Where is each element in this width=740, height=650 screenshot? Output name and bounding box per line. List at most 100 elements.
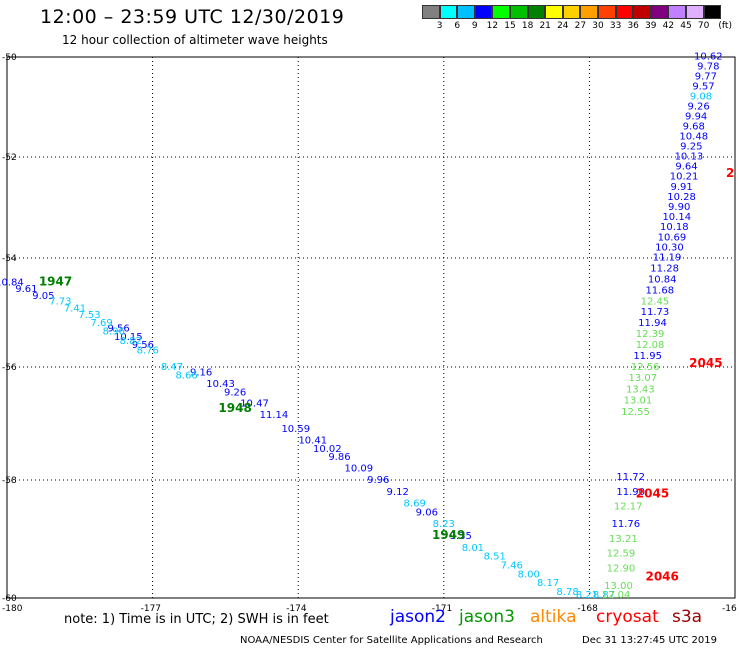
map-note: note: 1) Time is in UTC; 2) SWH is in fe…: [64, 612, 329, 627]
wave-height-value: 9.91: [670, 182, 692, 193]
legend-tick-label: 36: [627, 21, 639, 31]
legend-swatch: [474, 5, 493, 19]
wave-height-value: 9.56: [107, 324, 129, 335]
wave-height-value: 8.23: [433, 519, 455, 530]
wave-height-value: 10.48: [679, 132, 708, 143]
wave-height-value: 10.84: [0, 277, 24, 288]
wave-height-value: 11.73: [641, 307, 670, 318]
wave-height-value: 9.64: [675, 162, 697, 173]
wave-height-value: 10.09: [345, 464, 374, 475]
latitude-label: -54: [2, 254, 17, 264]
wave-height-value: 9.94: [685, 112, 707, 123]
wave-height-value: 12.59: [607, 549, 636, 560]
wave-height-value: 8.01: [462, 543, 484, 554]
legend-tick-label: 21: [539, 21, 551, 31]
wave-height-value: 11.95: [633, 351, 662, 362]
wave-height-value: 11.19: [653, 253, 682, 264]
pass-time-label: 1949: [432, 528, 465, 542]
satellite-jason2: jason2: [390, 607, 446, 627]
legend-swatch: [545, 5, 563, 19]
wave-height-value: 9.35: [450, 531, 472, 542]
latitude-label: -60: [2, 594, 17, 604]
wave-height-value: 9.56: [132, 340, 154, 351]
wave-height-value: 8.47: [161, 362, 183, 373]
wave-height-value: 8.17: [537, 578, 559, 589]
generation-timestamp: Dec 31 13:27:45 UTC 2019: [582, 635, 717, 646]
wave-height-value: 9.61: [15, 284, 37, 295]
legend-swatch: [668, 5, 686, 19]
wave-height-value: 11.94: [638, 318, 667, 329]
wave-height-value: 13.21: [609, 534, 638, 545]
legend-swatch: [685, 5, 704, 19]
pass-time-label: 1948: [218, 401, 251, 415]
pass-time-label: 2046: [645, 569, 678, 583]
wave-height-value: 10.18: [660, 222, 689, 233]
legend-tick-label: 18: [521, 21, 534, 31]
wave-height-value: 12.90: [607, 563, 636, 574]
legend-tick-label: 30: [592, 21, 604, 31]
pass-time-label: 2045: [636, 487, 669, 501]
wave-height-value: 10.69: [658, 232, 687, 243]
legend-swatch: [492, 5, 510, 19]
wave-height-value: 10.13: [675, 152, 704, 163]
legend-tick-label: 12: [486, 21, 499, 31]
wave-height-value: 9.05: [32, 291, 54, 302]
wave-height-value: 12.45: [641, 296, 670, 307]
wave-height-value: 8.76: [137, 345, 159, 356]
wave-height-value: 7.53: [78, 310, 100, 321]
track-jason3: 7.737.417.537.698.968.828.768.478.66 8.69…: [49, 92, 712, 602]
wave-height-value: 13.01: [624, 396, 653, 407]
wave-height-value: 9.26: [687, 102, 709, 113]
wave-height-value: 9.90: [668, 202, 690, 213]
map-title: 12:00 – 23:59 UTC 12/30/2019: [40, 6, 345, 28]
wave-height-value: 9.78: [697, 62, 719, 73]
map-subtitle: 12 hour collection of altimeter wave hei…: [62, 33, 328, 47]
wave-height-value: 12.17: [614, 502, 643, 513]
legend-swatch: [509, 5, 528, 19]
wave-height-value: 8.66: [175, 370, 197, 381]
satellite-jason3: jason3: [459, 607, 515, 627]
wave-height-value: 11.28: [650, 264, 679, 275]
latitude-label: -56: [2, 363, 17, 373]
wave-height-value: 10.62: [694, 52, 723, 63]
longitude-label: -177: [141, 604, 161, 614]
wave-height-value: 11.72: [616, 472, 645, 483]
wave-height-value: 12.55: [621, 407, 650, 418]
legend-swatch: [615, 5, 634, 19]
wave-height-value: 9.16: [190, 367, 212, 378]
wave-height-value: 10.28: [667, 192, 696, 203]
legend-swatch: [703, 5, 722, 19]
legend-tick-label: 9: [471, 21, 478, 31]
legend-tick-label: 15: [504, 21, 516, 31]
altimeter-tracks: 10.849.619.059.5610.159.569.1610.439.261…: [0, 52, 723, 602]
legend-swatch: [422, 5, 440, 19]
legend-swatch: [527, 5, 546, 19]
latitude-label: -58: [2, 476, 17, 486]
track-jason2: 10.849.619.059.5610.159.569.1610.439.261…: [0, 52, 723, 543]
legend-tick-label: 3: [436, 21, 443, 31]
wave-height-value: 9.68: [683, 122, 705, 133]
wave-height-value: 11.90: [616, 487, 645, 498]
wave-height-value: 8.69: [404, 499, 426, 510]
wave-height-value: 8.87: [593, 590, 615, 601]
wave-height-value: 8.51: [484, 552, 506, 563]
wave-height-value: 7.73: [49, 296, 71, 307]
legend-swatch: [650, 5, 669, 19]
legend-swatch: [580, 5, 598, 19]
satellite-altika: altika: [530, 607, 577, 627]
wave-height-value: 12.56: [631, 362, 660, 373]
wave-height-legend: (ft) 3 6 9 12 15 18 21 24 27 30 33 36 39 42 45 70: [422, 5, 740, 33]
wave-height-value: 8.78: [556, 587, 578, 598]
wave-height-value: 10.47: [240, 399, 269, 410]
wave-height-value: 10.21: [670, 172, 699, 183]
wave-height-value: 9.12: [387, 487, 409, 498]
pass-time-label: 2045: [689, 356, 722, 370]
longitude-label: -16: [722, 604, 737, 614]
pass-time-label: 1947: [39, 274, 72, 288]
longitude-label: -180: [2, 604, 23, 614]
wave-height-value: 9.96: [367, 475, 389, 486]
legend-tick-label: 42: [662, 21, 675, 31]
wave-height-value: 9.57: [692, 82, 714, 93]
wave-height-value: 11.76: [611, 519, 640, 530]
legend-tick-label: 70: [697, 21, 710, 31]
